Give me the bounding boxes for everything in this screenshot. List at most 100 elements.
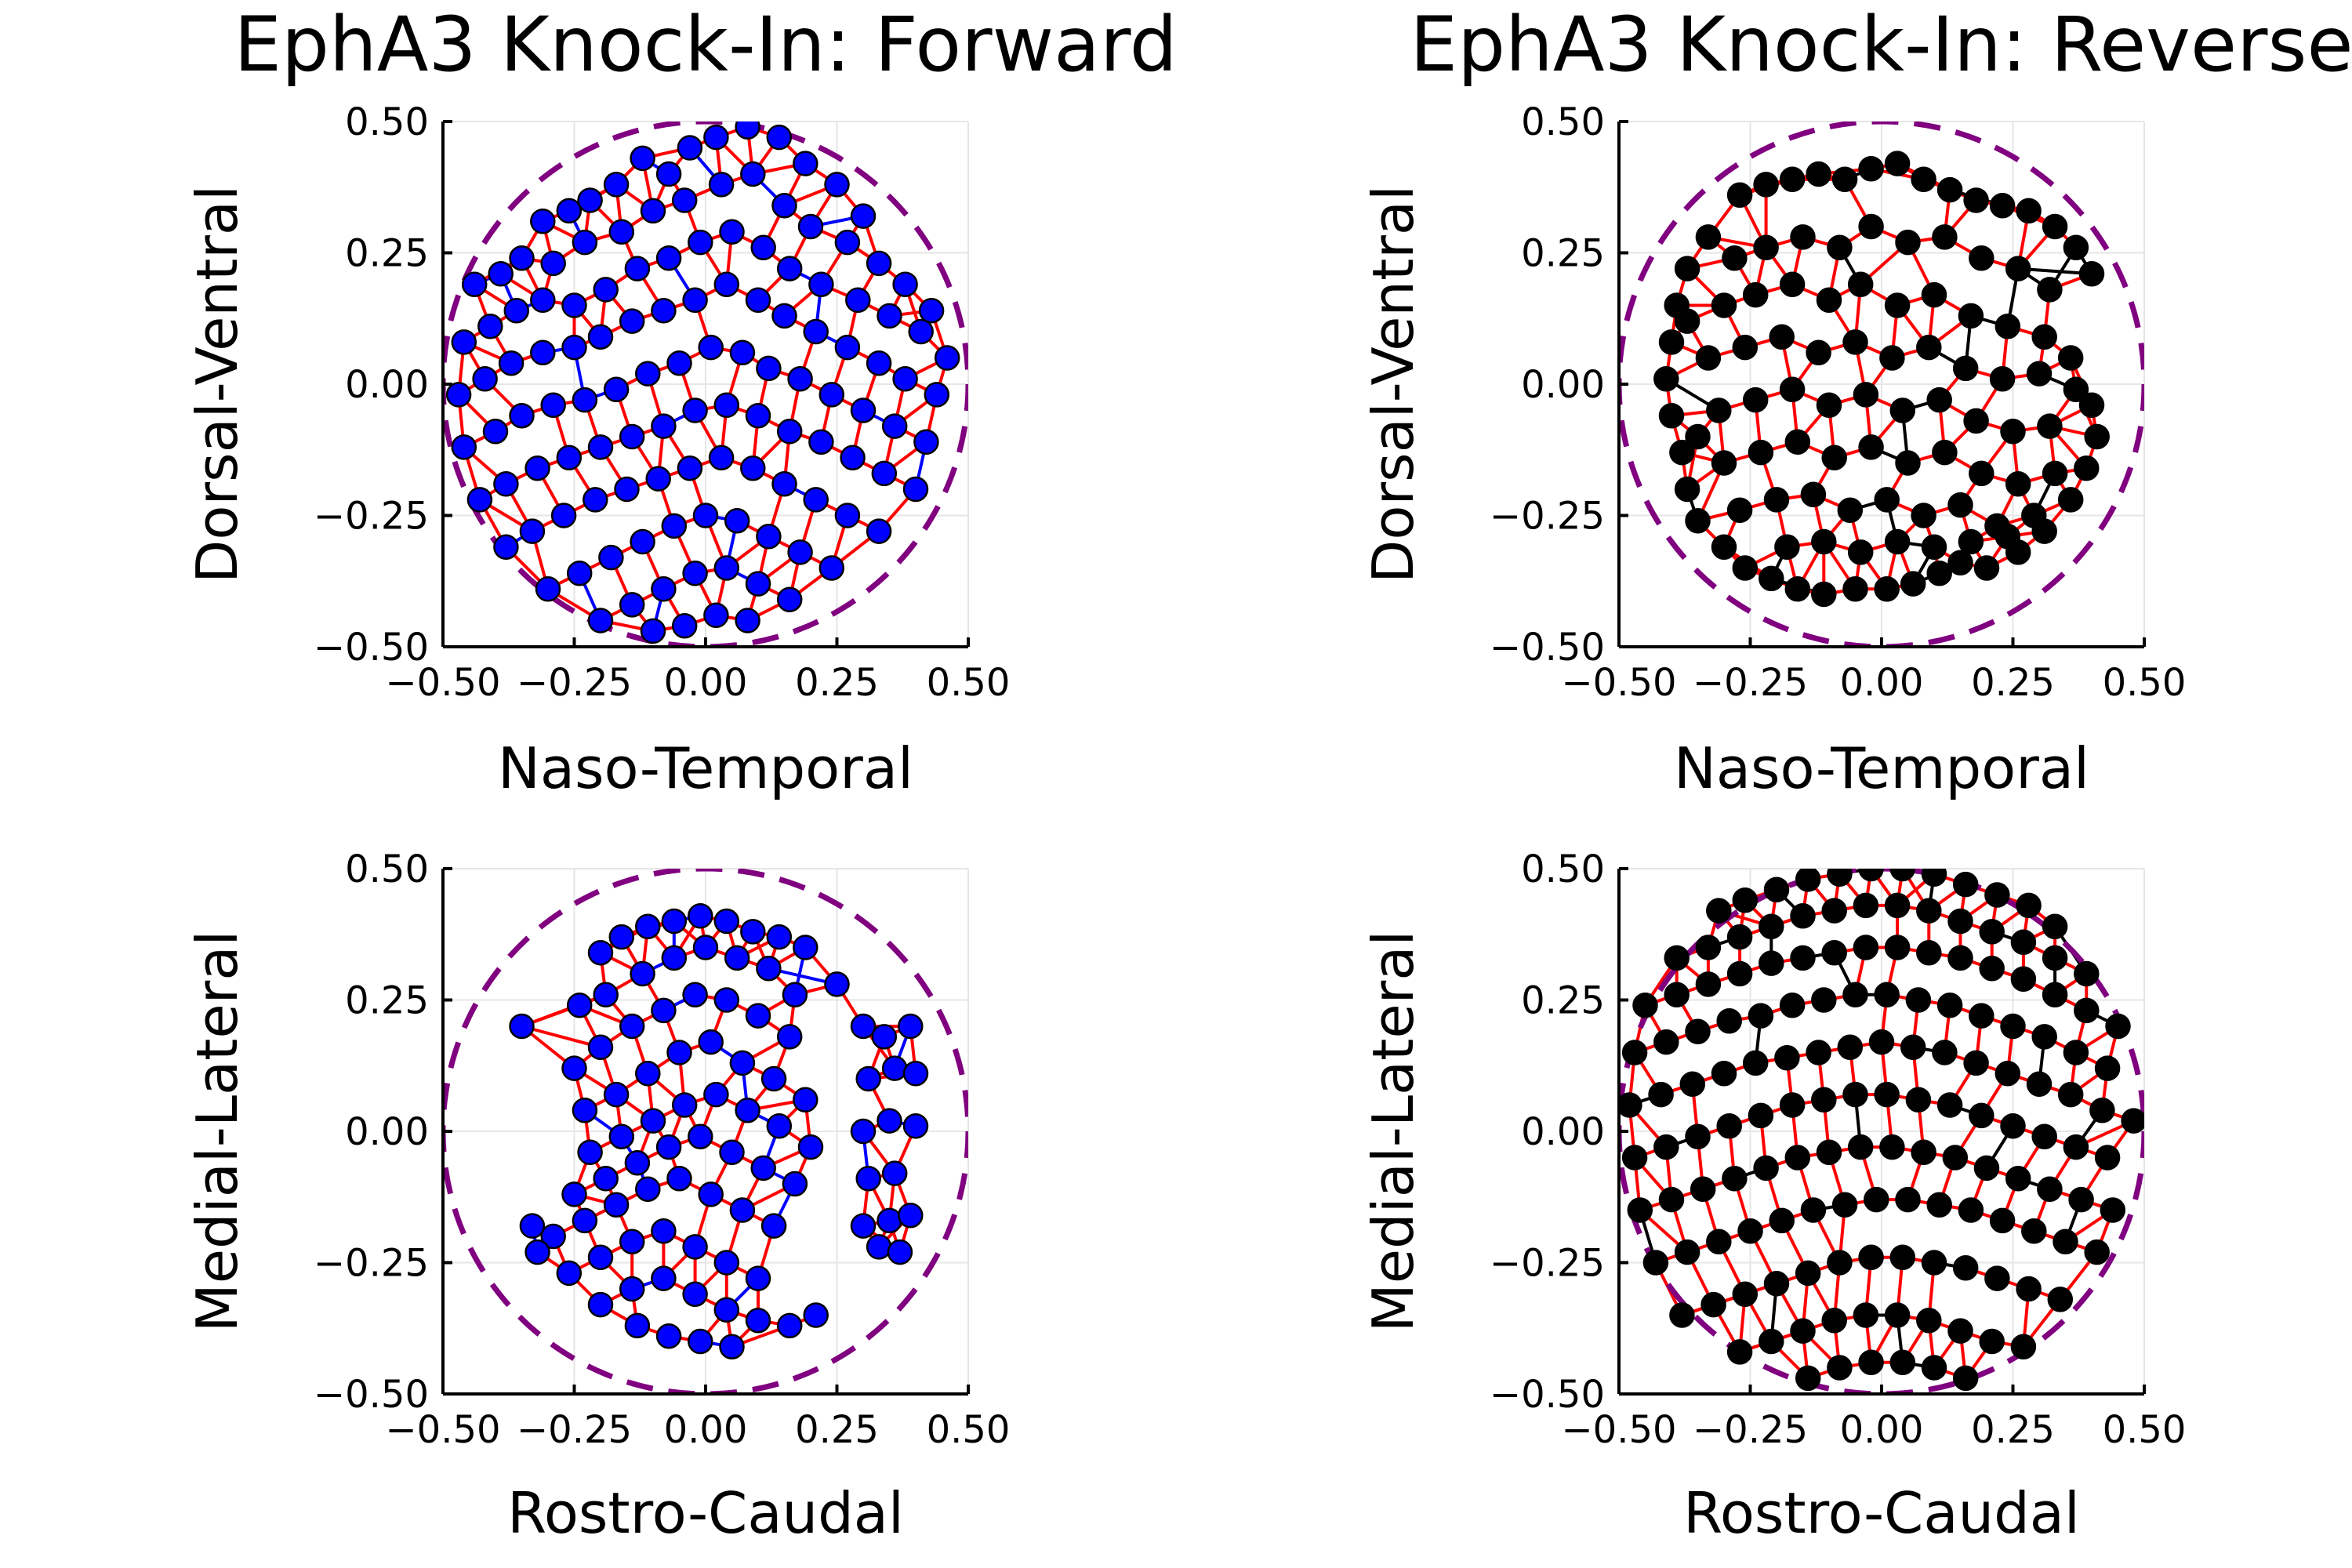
data-point (530, 209, 556, 234)
data-point (603, 376, 630, 402)
data-point (1811, 1087, 1837, 1113)
data-point (797, 1134, 824, 1160)
data-point (1753, 172, 1779, 198)
data-point (1932, 439, 1958, 466)
data-point (1858, 1244, 1884, 1271)
data-point (561, 1055, 587, 1081)
data-point (760, 1213, 787, 1239)
data-point (1842, 329, 1868, 355)
data-point (1753, 1155, 1779, 1181)
data-point (924, 382, 950, 408)
data-point (566, 560, 593, 586)
data-point (1674, 308, 1700, 334)
marker-layer (445, 122, 960, 644)
data-point (1742, 387, 1769, 413)
data-point (1763, 1271, 1790, 1297)
data-point (1658, 1186, 1685, 1213)
data-point (855, 1166, 881, 1192)
marker-layer (509, 903, 929, 1359)
data-point (1695, 224, 1722, 250)
data-point (698, 334, 724, 361)
data-point (1979, 956, 2005, 982)
data-point (1889, 1349, 1916, 1376)
data-point (1989, 366, 2016, 392)
data-point (587, 1244, 614, 1271)
data-point (655, 245, 682, 271)
data-point (756, 524, 782, 550)
data-point (572, 1097, 598, 1123)
data-point (735, 122, 760, 140)
data-point (1884, 935, 1911, 960)
data-point (572, 387, 598, 413)
data-point (1926, 1192, 1952, 1218)
data-point (713, 271, 740, 297)
x-tick-label: 0.00 (664, 661, 748, 705)
data-point (1716, 1113, 1742, 1139)
data-point (2063, 1040, 2089, 1065)
data-point (881, 1055, 908, 1081)
data-point (661, 945, 688, 971)
data-point (2100, 1197, 2126, 1223)
data-point (1821, 1307, 1847, 1334)
data-point (1874, 487, 1900, 513)
data-point (713, 987, 740, 1013)
data-point (1627, 1197, 1653, 1223)
data-point (771, 192, 797, 219)
data-point (1706, 898, 1732, 924)
data-point (619, 1013, 645, 1040)
data-point (1621, 1145, 1648, 1171)
data-point (729, 1197, 756, 1223)
data-point (1674, 256, 1700, 281)
data-point (1732, 555, 1759, 581)
data-point (688, 229, 713, 256)
data-point (877, 303, 902, 329)
data-point (587, 608, 614, 633)
data-point (556, 445, 583, 471)
data-point (661, 513, 688, 539)
data-point (1711, 450, 1737, 476)
data-point (1790, 903, 1816, 929)
data-point (1700, 1291, 1726, 1318)
data-point (2042, 913, 2068, 939)
data-point (1726, 497, 1753, 524)
data-point (1732, 1281, 1759, 1307)
data-point (1905, 987, 1932, 1013)
y-tick-label: −0.25 (1490, 495, 1605, 539)
data-point (1674, 1239, 1700, 1265)
data-point (1874, 576, 1900, 602)
x-tick-label: 0.00 (1840, 1408, 1924, 1452)
data-point (1742, 1050, 1769, 1076)
data-point (1695, 971, 1722, 997)
data-point (1979, 1328, 2005, 1355)
data-point (1811, 581, 1837, 608)
data-point (808, 429, 834, 455)
data-point (1884, 528, 1911, 555)
data-point (1847, 539, 1874, 565)
data-point (1936, 992, 1963, 1018)
data-point (1821, 445, 1847, 471)
data-point (1716, 1008, 1742, 1034)
x-tick-label: 0.25 (795, 661, 879, 705)
data-point (682, 1234, 708, 1260)
data-point (666, 350, 692, 376)
data-point (2074, 960, 2100, 987)
x-tick-label: −0.50 (1561, 1408, 1676, 1452)
data-point (619, 1276, 645, 1302)
data-point (2005, 256, 2031, 281)
data-point (1669, 439, 1695, 466)
data-point (651, 997, 677, 1024)
data-point (477, 314, 503, 339)
data-point (466, 487, 493, 513)
data-point (808, 271, 834, 297)
data-point (1831, 166, 1858, 192)
data-point (1969, 1003, 1994, 1029)
data-point (630, 145, 655, 172)
data-point (509, 402, 535, 429)
data-point (1726, 960, 1753, 987)
data-point (2057, 487, 2084, 513)
data-point (1821, 939, 1847, 966)
x-tick-label: 0.00 (664, 1408, 748, 1452)
y-tick-label: −0.50 (1490, 1373, 1605, 1417)
data-point (1969, 460, 1994, 487)
data-point (2031, 1123, 2057, 1149)
